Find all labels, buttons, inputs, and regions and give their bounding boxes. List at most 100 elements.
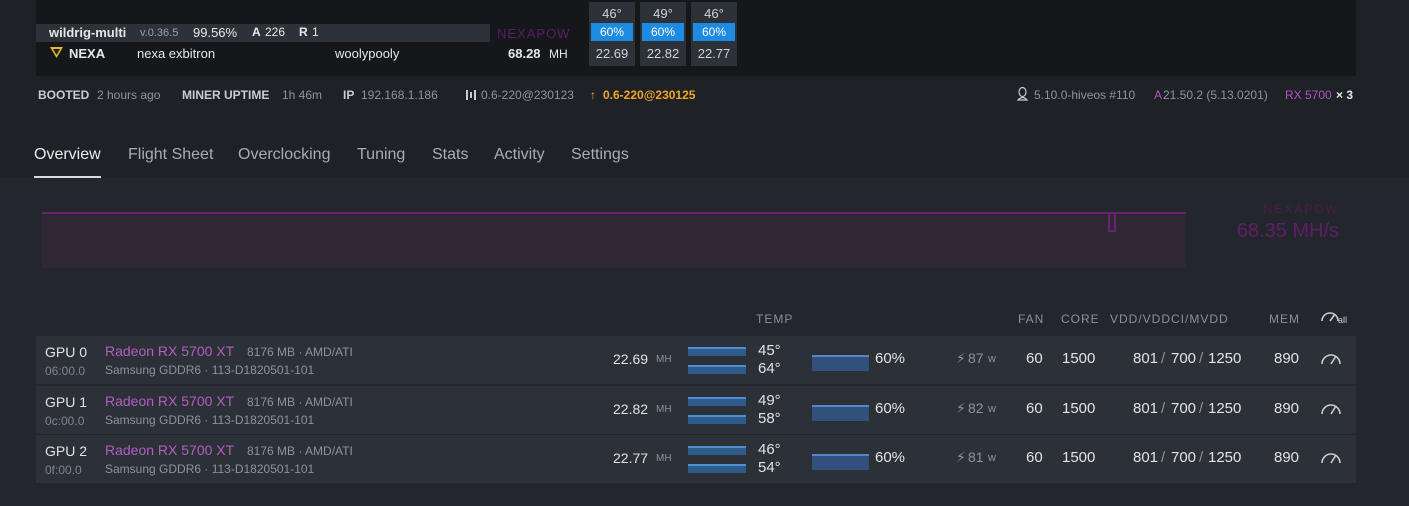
- gpu-id[interactable]: GPU 0: [45, 344, 88, 360]
- gpu-mvdd: 1250: [1208, 350, 1242, 367]
- gpu-summary-hashrate: 22.82: [646, 46, 680, 61]
- coin-name: NEXA: [69, 46, 106, 61]
- tab-tuning[interactable]: Tuning: [357, 146, 406, 163]
- gpu-fan-percent: 60%: [875, 449, 906, 466]
- gpu-power-unit: w: [988, 452, 996, 464]
- gpu-summary-hashrate: 22.77: [697, 46, 731, 61]
- hashrate-graph[interactable]: [42, 212, 1186, 268]
- gpu-card-name[interactable]: Radeon RX 5700 XT: [105, 343, 235, 359]
- header-temp: TEMP: [756, 312, 794, 326]
- gpu-mem-temp: 64°: [758, 360, 781, 377]
- hive-version: 0.6-220@230123: [481, 88, 574, 102]
- gpu-mem-clock: 890: [1274, 400, 1300, 417]
- nexa-coin-icon: [50, 46, 63, 59]
- gpu-hashrate-unit: MH: [656, 453, 672, 464]
- gpu-tune-gauge-icon[interactable]: [1320, 351, 1342, 365]
- gpu-summary-fan: 60%: [591, 23, 633, 41]
- gpu-card-name[interactable]: Radeon RX 5700 XT: [105, 442, 235, 458]
- gpu-mem-temp-bar: [688, 464, 746, 473]
- uptime-label: MINER UPTIME: [182, 88, 270, 102]
- gpu-fan: 60: [1026, 350, 1043, 367]
- gpu-summary-temp: 46°: [704, 6, 724, 21]
- power-icon: ⚡: [956, 350, 966, 366]
- pool-name[interactable]: woolypooly: [335, 46, 400, 61]
- wallet-name[interactable]: nexa exbitron: [137, 46, 216, 61]
- gpu-fan-percent: 60%: [875, 400, 906, 417]
- header-fan: FAN: [1018, 312, 1045, 326]
- gpu-vddci: 700: [1171, 400, 1197, 417]
- gpu-summary-temp: 46°: [602, 6, 622, 21]
- tab-stats[interactable]: Stats: [432, 146, 469, 163]
- gpu-vddci: 700: [1171, 449, 1197, 466]
- gpu-summary-hashrate: 22.69: [595, 46, 629, 61]
- gpu-tune-gauge-icon[interactable]: [1320, 450, 1342, 464]
- vdd-separator: /: [1161, 449, 1166, 466]
- ip-value[interactable]: 192.168.1.186: [361, 88, 438, 102]
- gpu-row[interactable]: GPU 0 06:00.0 Radeon RX 5700 XT 8176 MB …: [36, 336, 1356, 384]
- gpu-power-unit: w: [988, 403, 996, 415]
- gpu-fan-bar: [812, 405, 869, 421]
- gpu-id[interactable]: GPU 2: [45, 443, 88, 459]
- tab-activity[interactable]: Activity: [494, 146, 545, 163]
- gpu-bus-id: 06:00.0: [45, 364, 86, 378]
- tab-settings[interactable]: Settings: [571, 146, 629, 163]
- rejected-count: 1: [312, 25, 319, 39]
- miner-share-percent: 99.56%: [193, 25, 238, 40]
- vdd-separator: /: [1199, 350, 1204, 367]
- gpu-hashrate: 22.77: [613, 450, 649, 466]
- graph-rate: 68.35 MH/s: [1236, 220, 1339, 242]
- gpu-mem-temp-bar: [688, 415, 746, 424]
- hive-update-version[interactable]: 0.6-220@230125: [603, 88, 696, 102]
- tab-flight-sheet[interactable]: Flight Sheet: [128, 146, 214, 163]
- accepted-label: A: [252, 25, 261, 39]
- header-all[interactable]: all: [1338, 315, 1348, 325]
- gpu-mvdd: 1250: [1208, 400, 1242, 417]
- vdd-separator: /: [1199, 400, 1204, 417]
- gpu-vdd: 801: [1133, 400, 1159, 417]
- miner-name[interactable]: wildrig-multi: [49, 25, 127, 40]
- miner-algo: NEXAPOW: [497, 26, 571, 41]
- gpu-temp-bar: [688, 347, 746, 356]
- all-gauge-icon[interactable]: [1320, 309, 1340, 323]
- accepted-count: 226: [265, 25, 286, 39]
- gpu-card-name[interactable]: Radeon RX 5700 XT: [105, 393, 235, 409]
- gpu-power: 81: [968, 449, 984, 465]
- uptime-value: 1h 46m: [282, 88, 323, 102]
- gpu-bus-id: 0c:00.0: [45, 414, 85, 428]
- gpu-tune-gauge-icon[interactable]: [1320, 401, 1342, 415]
- gpu-mem-clock: 890: [1274, 350, 1300, 367]
- gpu-core-clock: 1500: [1062, 400, 1096, 417]
- gpu-temp-bar: [688, 397, 746, 406]
- amd-label: A: [1154, 88, 1163, 102]
- gpu-fan: 60: [1026, 449, 1043, 466]
- ip-label: IP: [343, 88, 355, 102]
- gpu-memory-type: Samsung GDDR6 · 113-D1820501-101: [105, 413, 315, 427]
- gpu-row[interactable]: GPU 2 0f:00.0 Radeon RX 5700 XT 8176 MB …: [36, 435, 1356, 483]
- header-vdd: VDD/VDDCI/MVDD: [1110, 312, 1229, 326]
- tab-overview[interactable]: Overview: [34, 146, 101, 163]
- miner-version: v.0.36.5: [140, 27, 179, 39]
- gpu-summary-2: 46° 60% 22.77: [691, 2, 737, 66]
- gpu-fan-bar: [812, 454, 869, 470]
- hashrate-graph-dip: [1108, 212, 1116, 232]
- gpu-temp: 49°: [758, 392, 781, 409]
- graph-algo: NEXAPOW: [1263, 202, 1339, 216]
- gpu-summary-fan: 60%: [642, 23, 684, 41]
- miner-hashrate: 68.28: [508, 46, 541, 61]
- kernel-version: 5.10.0-hiveos #110: [1034, 88, 1136, 102]
- gpu-model: RX 5700: [1285, 88, 1332, 102]
- gpu-row[interactable]: GPU 1 0c:00.0 Radeon RX 5700 XT 8176 MB …: [36, 386, 1356, 434]
- booted-label: BOOTED: [38, 88, 90, 102]
- gpu-mvdd: 1250: [1208, 449, 1242, 466]
- gpu-summary-1: 49° 60% 22.82: [640, 2, 686, 66]
- power-icon: ⚡: [956, 400, 966, 416]
- update-arrow-icon[interactable]: ↑: [590, 88, 596, 102]
- header-core: CORE: [1061, 312, 1100, 326]
- gpu-fan-percent: 60%: [875, 350, 906, 367]
- gpu-power-unit: w: [988, 353, 996, 365]
- gpu-mem-clock: 890: [1274, 449, 1300, 466]
- gpu-id[interactable]: GPU 1: [45, 394, 88, 410]
- gpu-vram: 8176 MB · AMD/ATI: [247, 345, 353, 359]
- tab-overclocking[interactable]: Overclocking: [238, 146, 331, 163]
- gpu-vddci: 700: [1171, 350, 1197, 367]
